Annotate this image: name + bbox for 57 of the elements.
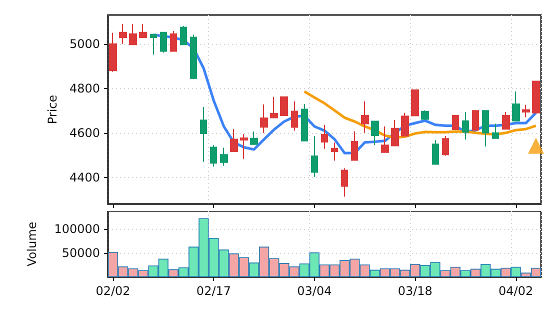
y-tick-label: 5000 [69, 36, 100, 51]
candlestick [381, 126, 389, 153]
x-tick-label: 03/04 [297, 284, 332, 298]
y-axis-title: Price [46, 94, 60, 124]
candlestick [280, 96, 288, 116]
candlestick [311, 135, 318, 178]
y-axis-title: Volume [25, 222, 39, 266]
y-tick-label: 100000 [54, 222, 100, 236]
candlestick [331, 142, 338, 162]
candlestick [482, 110, 489, 147]
candlestick [260, 104, 268, 134]
candlestick [220, 147, 228, 166]
candlestick [391, 119, 399, 146]
candlestick [270, 96, 278, 118]
candlestick [119, 23, 127, 44]
candlestick [170, 30, 177, 52]
candlestick [371, 120, 379, 146]
candlestick [512, 90, 520, 122]
candlestick [139, 23, 147, 38]
candlestick [462, 112, 469, 140]
candlestick [291, 100, 298, 132]
candlestick [150, 34, 157, 56]
candlestick [321, 124, 328, 150]
candlestick [522, 104, 530, 118]
candlestick [442, 135, 449, 156]
candlestick [341, 168, 348, 198]
candlestick [180, 25, 187, 46]
candlestick [502, 112, 510, 130]
candlestick [432, 140, 439, 165]
x-tick-label: 03/18 [398, 284, 432, 298]
candlestick [361, 100, 369, 134]
candlestick [421, 110, 429, 120]
y-tick-label: 50000 [62, 246, 100, 260]
candlestick [160, 32, 167, 54]
candlestick [109, 32, 117, 72]
y-tick-label: 4400 [69, 170, 100, 184]
candlestick [129, 23, 137, 46]
candlestick [401, 112, 409, 136]
x-tick-label: 04/02 [498, 284, 534, 298]
line-series [303, 90, 538, 140]
candlestick [190, 34, 197, 80]
candlestick [200, 106, 207, 162]
candlestick [301, 103, 308, 142]
candlestick [411, 89, 419, 116]
candlestick [472, 110, 479, 131]
candlestick [230, 128, 238, 152]
candlestick [351, 130, 358, 161]
x-tick-label: 02/02 [96, 284, 130, 298]
y-tick-label: 4800 [69, 81, 100, 96]
candlestick [250, 131, 258, 145]
x-tick-label: 02/17 [196, 284, 232, 298]
y-tick-label: 4600 [69, 126, 100, 140]
candlestick [452, 115, 459, 130]
candlestick [210, 144, 217, 168]
candlestick [240, 134, 248, 160]
candlestick [532, 80, 540, 114]
candlestick [492, 123, 499, 139]
